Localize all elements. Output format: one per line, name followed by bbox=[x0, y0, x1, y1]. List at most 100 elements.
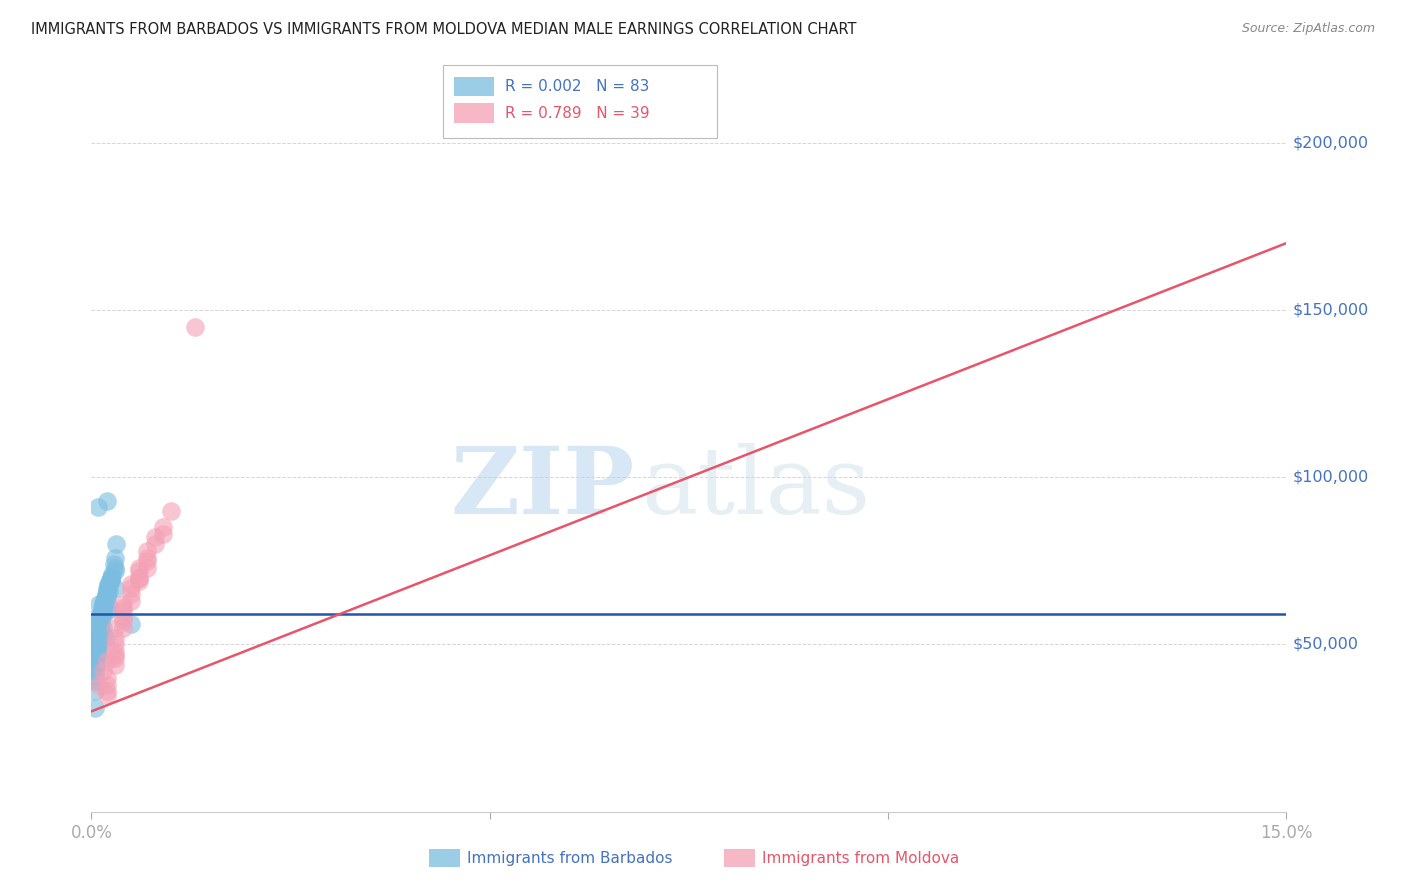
Point bbox=[90, 607, 112, 622]
Point bbox=[89, 598, 111, 612]
Point bbox=[128, 571, 150, 585]
Point bbox=[96, 684, 118, 698]
Point bbox=[97, 581, 120, 595]
Point bbox=[89, 624, 111, 639]
Point bbox=[96, 587, 118, 601]
Point bbox=[89, 624, 111, 639]
Point bbox=[87, 627, 110, 641]
Point bbox=[128, 560, 150, 574]
Text: $100,000: $100,000 bbox=[1292, 470, 1368, 484]
Point bbox=[96, 493, 118, 508]
Point bbox=[112, 621, 135, 635]
Point bbox=[93, 594, 115, 608]
Point bbox=[96, 678, 118, 692]
Point bbox=[112, 611, 135, 625]
Point bbox=[94, 631, 117, 645]
Point bbox=[89, 611, 111, 625]
Point bbox=[96, 591, 118, 605]
Point bbox=[97, 577, 120, 591]
Point bbox=[94, 591, 117, 605]
Point bbox=[87, 634, 110, 648]
Point bbox=[120, 594, 142, 608]
Point bbox=[120, 577, 142, 591]
Point bbox=[90, 607, 112, 622]
Point bbox=[96, 688, 118, 702]
Point bbox=[93, 604, 115, 618]
Point bbox=[90, 600, 112, 615]
Point bbox=[89, 617, 111, 632]
Point bbox=[87, 634, 110, 648]
Point bbox=[104, 550, 127, 565]
Point bbox=[87, 627, 110, 641]
Point bbox=[87, 500, 110, 515]
Point bbox=[143, 530, 166, 544]
Point bbox=[100, 574, 122, 588]
Point bbox=[90, 607, 112, 622]
Point bbox=[96, 584, 118, 599]
Point bbox=[112, 614, 135, 628]
Point bbox=[93, 664, 115, 679]
Point bbox=[93, 598, 115, 612]
Text: IMMIGRANTS FROM BARBADOS VS IMMIGRANTS FROM MOLDOVA MEDIAN MALE EARNINGS CORRELA: IMMIGRANTS FROM BARBADOS VS IMMIGRANTS F… bbox=[31, 22, 856, 37]
Point bbox=[94, 591, 117, 605]
Point bbox=[104, 637, 127, 651]
Point bbox=[112, 600, 135, 615]
Point bbox=[104, 648, 127, 662]
Point bbox=[90, 604, 112, 618]
Point bbox=[84, 661, 107, 675]
Point bbox=[136, 560, 159, 574]
Point bbox=[86, 654, 108, 668]
Point bbox=[84, 667, 107, 681]
Point bbox=[112, 604, 135, 618]
Point bbox=[93, 598, 115, 612]
Point bbox=[104, 631, 127, 645]
Point bbox=[94, 587, 117, 601]
Point bbox=[98, 574, 121, 588]
Point bbox=[96, 581, 118, 595]
Point bbox=[104, 621, 127, 635]
Point bbox=[104, 657, 127, 672]
Point bbox=[120, 587, 142, 601]
Point bbox=[152, 527, 174, 541]
Point bbox=[97, 577, 120, 591]
Point bbox=[104, 651, 127, 665]
Point bbox=[93, 594, 115, 608]
Point bbox=[94, 594, 117, 608]
Point bbox=[87, 648, 110, 662]
Point bbox=[86, 644, 108, 658]
Text: Immigrants from Barbados: Immigrants from Barbados bbox=[467, 851, 672, 865]
Point bbox=[128, 571, 150, 585]
Point bbox=[84, 664, 107, 679]
Text: Immigrants from Moldova: Immigrants from Moldova bbox=[762, 851, 959, 865]
Point bbox=[93, 600, 115, 615]
Text: Source: ZipAtlas.com: Source: ZipAtlas.com bbox=[1241, 22, 1375, 36]
Point bbox=[86, 644, 108, 658]
Point bbox=[89, 611, 111, 625]
Point bbox=[89, 624, 111, 639]
Point bbox=[136, 550, 159, 565]
Point bbox=[84, 651, 107, 665]
Point bbox=[89, 614, 111, 628]
Point bbox=[84, 657, 107, 672]
Point bbox=[90, 614, 112, 628]
Point bbox=[83, 684, 105, 698]
Point bbox=[100, 571, 122, 585]
Point bbox=[136, 543, 159, 558]
Point bbox=[128, 574, 150, 588]
Point bbox=[120, 581, 142, 595]
Point bbox=[104, 644, 127, 658]
Point bbox=[152, 520, 174, 534]
Point bbox=[128, 564, 150, 578]
Point bbox=[87, 634, 110, 648]
Point bbox=[89, 621, 111, 635]
Text: atlas: atlas bbox=[641, 443, 870, 533]
Point bbox=[93, 598, 115, 612]
Point bbox=[90, 611, 112, 625]
Point bbox=[84, 611, 107, 625]
Point bbox=[87, 631, 110, 645]
Point bbox=[105, 537, 128, 551]
Point bbox=[143, 537, 166, 551]
Point bbox=[91, 627, 114, 641]
Point bbox=[87, 637, 110, 651]
Point bbox=[96, 587, 118, 601]
